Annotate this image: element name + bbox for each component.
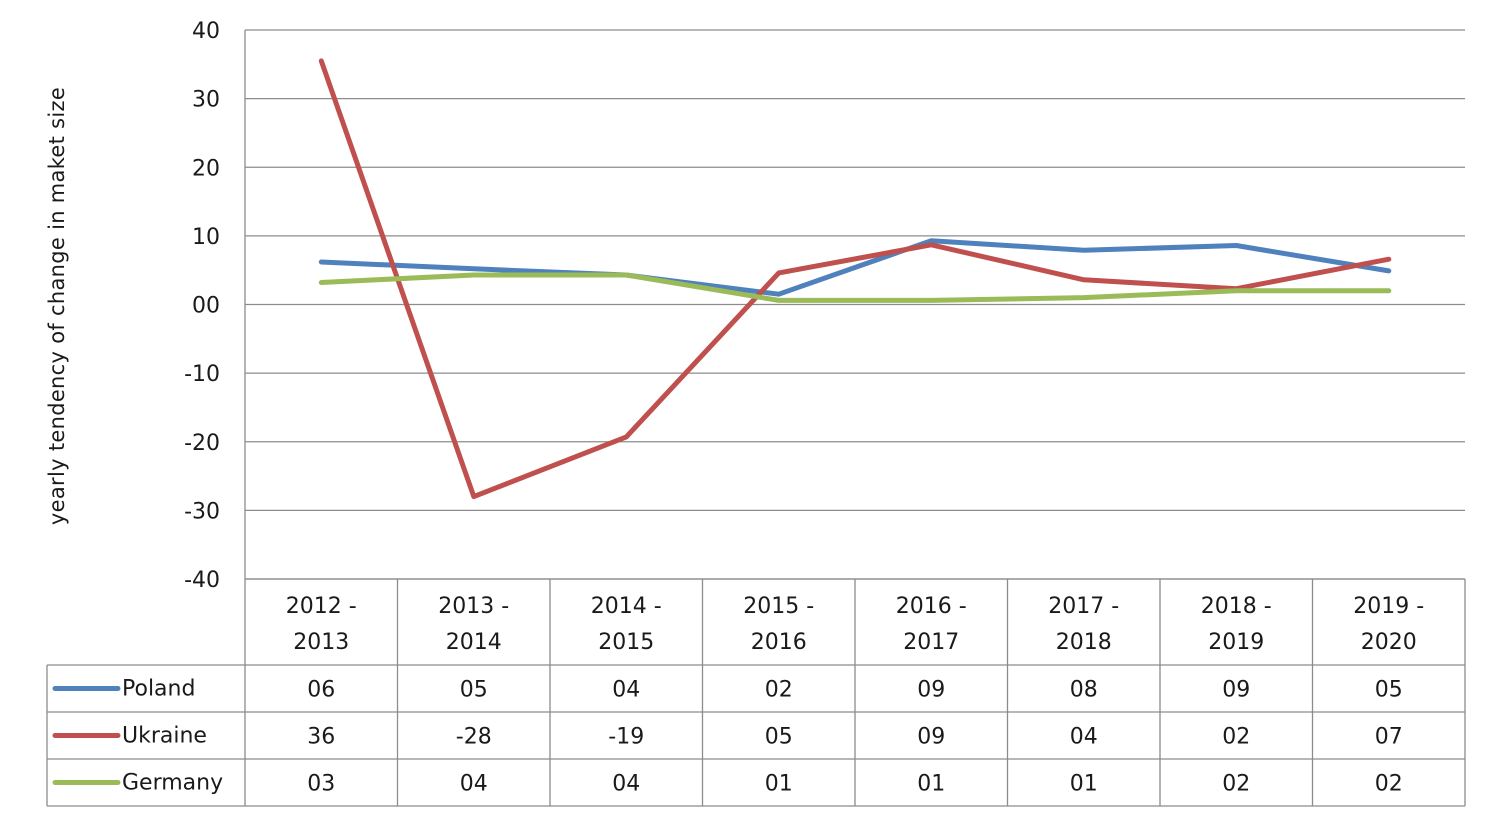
data-label: 09: [1222, 678, 1250, 703]
data-label: 01: [765, 772, 793, 797]
data-label: 02: [1222, 772, 1250, 797]
series-line-poland: [318, 238, 1392, 297]
data-label: 05: [765, 725, 793, 750]
series-lines: [318, 58, 1392, 500]
y-tick-label: 10: [192, 225, 220, 250]
data-label: 07: [1375, 725, 1403, 750]
data-label: 04: [612, 678, 640, 703]
data-label: 06: [307, 678, 335, 703]
data-label: 02: [1375, 772, 1403, 797]
data-label: 05: [1375, 678, 1403, 703]
data-label: 08: [1070, 678, 1098, 703]
data-label: 36: [307, 725, 335, 750]
data-label: -19: [608, 725, 644, 750]
data-label: 09: [917, 725, 945, 750]
data-label: 04: [1070, 725, 1098, 750]
y-tick-label: 40: [192, 19, 220, 44]
x-tick-label: 2016 -2017: [896, 594, 967, 655]
x-tick-label: 2019 -2020: [1353, 594, 1424, 655]
data-label: 04: [460, 772, 488, 797]
data-label: 02: [1222, 725, 1250, 750]
data-label: 05: [460, 678, 488, 703]
y-tick-label: 20: [192, 156, 220, 181]
y-tick-label: 00: [192, 294, 220, 319]
data-label: 09: [917, 678, 945, 703]
y-tick-label: -10: [184, 362, 220, 387]
y-tick-labels: 40 30 20 10 00 -10 -20 -30 -40: [184, 19, 220, 593]
x-tick-label: 2013 -2014: [438, 594, 509, 655]
y-tick-label: -30: [184, 499, 220, 524]
data-label: 02: [765, 678, 793, 703]
y-tick-label: -20: [184, 431, 220, 456]
x-tick-label: 2018 -2019: [1201, 594, 1272, 655]
series-line-ukraine: [318, 58, 1392, 500]
x-tick-label: 2015 -2016: [743, 594, 814, 655]
data-label: 01: [917, 772, 945, 797]
data-label: 04: [612, 772, 640, 797]
y-tick-label: 30: [192, 88, 220, 113]
y-tick-label: -40: [184, 568, 220, 593]
legend-label-germany: Germany: [122, 771, 223, 796]
data-table: 2012 -2013 2013 -2014 2014 -2015 2015 -2016…: [46, 578, 1466, 807]
series-line-germany: [318, 272, 1392, 303]
data-label: 01: [1070, 772, 1098, 797]
legend-label-poland: Poland: [122, 677, 195, 702]
x-tick-label: 2017 -2018: [1048, 594, 1119, 655]
x-tick-label: 2014 -2015: [591, 594, 662, 655]
y-axis-label: yearly tendency of change in maket size: [45, 87, 69, 525]
data-label: 03: [307, 772, 335, 797]
legend-label-ukraine: Ukraine: [122, 724, 207, 749]
x-tick-label: 2012 -2013: [286, 594, 357, 655]
data-label: -28: [456, 725, 492, 750]
grid-lines: [244, 29, 1465, 580]
